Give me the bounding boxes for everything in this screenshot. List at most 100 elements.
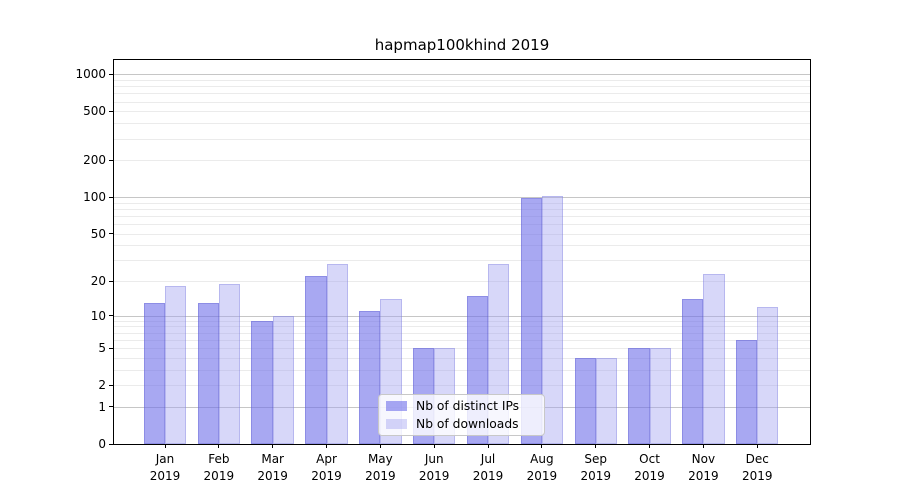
legend-swatch-downloads (386, 419, 407, 429)
bar-downloads (703, 273, 725, 444)
x-tick-mark (541, 444, 543, 448)
minor-gridline (114, 281, 810, 283)
x-axis-tick-label: Nov 2019 (688, 452, 719, 483)
chart-legend: Nb of distinct IPs Nb of downloads (378, 394, 545, 436)
y-tick-mark (109, 315, 113, 317)
y-tick-mark (109, 196, 113, 198)
x-axis-tick-label: Aug 2019 (526, 452, 558, 483)
minor-gridline (114, 369, 810, 371)
bar-distinct-ips (574, 357, 596, 444)
minor-gridline (114, 123, 810, 125)
x-tick-mark (326, 444, 328, 448)
bar-downloads (649, 348, 671, 444)
legend-label: Nb of distinct IPs (416, 399, 520, 413)
x-axis-tick-label: Apr 2019 (311, 452, 342, 483)
y-axis-tick-label: 2 (98, 378, 106, 393)
minor-gridline (114, 245, 810, 247)
bar-distinct-ips (682, 299, 704, 444)
y-axis-tick-label: 200 (83, 153, 106, 168)
x-tick-mark (756, 444, 758, 448)
x-axis-tick-label: Feb 2019 (203, 452, 235, 483)
y-tick-mark (109, 384, 113, 386)
x-tick-mark (433, 444, 435, 448)
minor-gridline (114, 260, 810, 262)
major-gridline (114, 74, 810, 76)
y-axis-tick-label: 50 (90, 226, 106, 241)
y-tick-mark (109, 73, 113, 75)
x-tick-mark (164, 444, 166, 448)
x-axis-tick-label: Jun 2019 (418, 452, 450, 483)
bar-downloads (326, 263, 348, 444)
x-axis-tick-label: Sep 2019 (580, 452, 611, 483)
minor-gridline (114, 348, 810, 350)
x-tick-mark (379, 444, 381, 448)
bar-distinct-ips (305, 276, 327, 444)
y-tick-mark (109, 443, 113, 445)
bar-distinct-ips (736, 339, 758, 444)
y-axis-tick-label: 0 (98, 437, 106, 451)
bar-downloads (218, 283, 241, 444)
major-gridline (114, 315, 810, 317)
x-axis-tick-label: Oct 2019 (634, 452, 665, 483)
y-axis-tick-label: 1 (98, 399, 106, 414)
y-axis-tick-label: 10 (90, 308, 106, 323)
bar-distinct-ips (251, 320, 273, 444)
x-tick-mark (218, 444, 220, 448)
minor-gridline (114, 339, 810, 341)
minor-gridline (114, 326, 810, 328)
minor-gridline (114, 93, 810, 95)
y-tick-mark (109, 280, 113, 282)
y-axis-tick-label: 1000 (75, 67, 106, 82)
legend-entry: Nb of distinct IPs (386, 398, 537, 414)
minor-gridline (114, 208, 810, 210)
y-axis-tick-label: 100 (83, 190, 106, 205)
y-axis-tick-label: 20 (90, 274, 106, 289)
y-axis-tick-label: 5 (98, 341, 106, 356)
x-axis-tick-label: May 2019 (365, 452, 396, 483)
x-tick-mark (702, 444, 704, 448)
bar-downloads (595, 357, 617, 444)
minor-gridline (114, 138, 810, 140)
minor-gridline (114, 215, 810, 217)
x-tick-mark (487, 444, 489, 448)
legend-swatch-distinct-ips (386, 401, 407, 411)
x-tick-mark (595, 444, 597, 448)
minor-gridline (114, 79, 810, 81)
minor-gridline (114, 202, 810, 204)
x-tick-mark (272, 444, 274, 448)
plot-area: Nb of distinct IPs Nb of downloads 0 1 2 5 10… (75, 59, 811, 483)
major-gridline (114, 197, 810, 199)
bar-downloads (757, 306, 779, 444)
bar-downloads (272, 315, 294, 444)
y-tick-mark (109, 233, 113, 235)
x-axis-tick-label: Jul 2019 (472, 452, 504, 483)
x-axis-tick-label: Dec 2019 (741, 452, 773, 483)
bar-downloads (541, 195, 564, 444)
x-tick-mark (649, 444, 651, 448)
legend-entry: Nb of downloads (386, 416, 537, 432)
bar-distinct-ips (143, 302, 165, 444)
y-tick-mark (109, 347, 113, 349)
bar-distinct-ips (197, 302, 219, 444)
minor-gridline (114, 357, 810, 359)
minor-gridline (114, 160, 810, 162)
y-tick-mark (109, 406, 113, 408)
minor-gridline (114, 385, 810, 387)
minor-gridline (114, 111, 810, 113)
bar-downloads (165, 286, 187, 444)
chart-title: hapmap100khind 2019 (374, 36, 550, 54)
legend-label: Nb of downloads (416, 417, 519, 431)
minor-gridline (114, 224, 810, 226)
minor-gridline (114, 86, 810, 88)
bar-distinct-ips (359, 311, 381, 444)
bar-distinct-ips (520, 198, 542, 444)
x-axis-tick-label: Jan 2019 (149, 452, 181, 483)
y-tick-mark (109, 159, 113, 161)
y-axis-tick-label: 500 (83, 104, 106, 119)
minor-gridline (114, 233, 810, 235)
x-axis-tick-label: Mar 2019 (257, 452, 288, 483)
minor-gridline (114, 320, 810, 322)
y-tick-mark (109, 110, 113, 112)
minor-gridline (114, 332, 810, 334)
